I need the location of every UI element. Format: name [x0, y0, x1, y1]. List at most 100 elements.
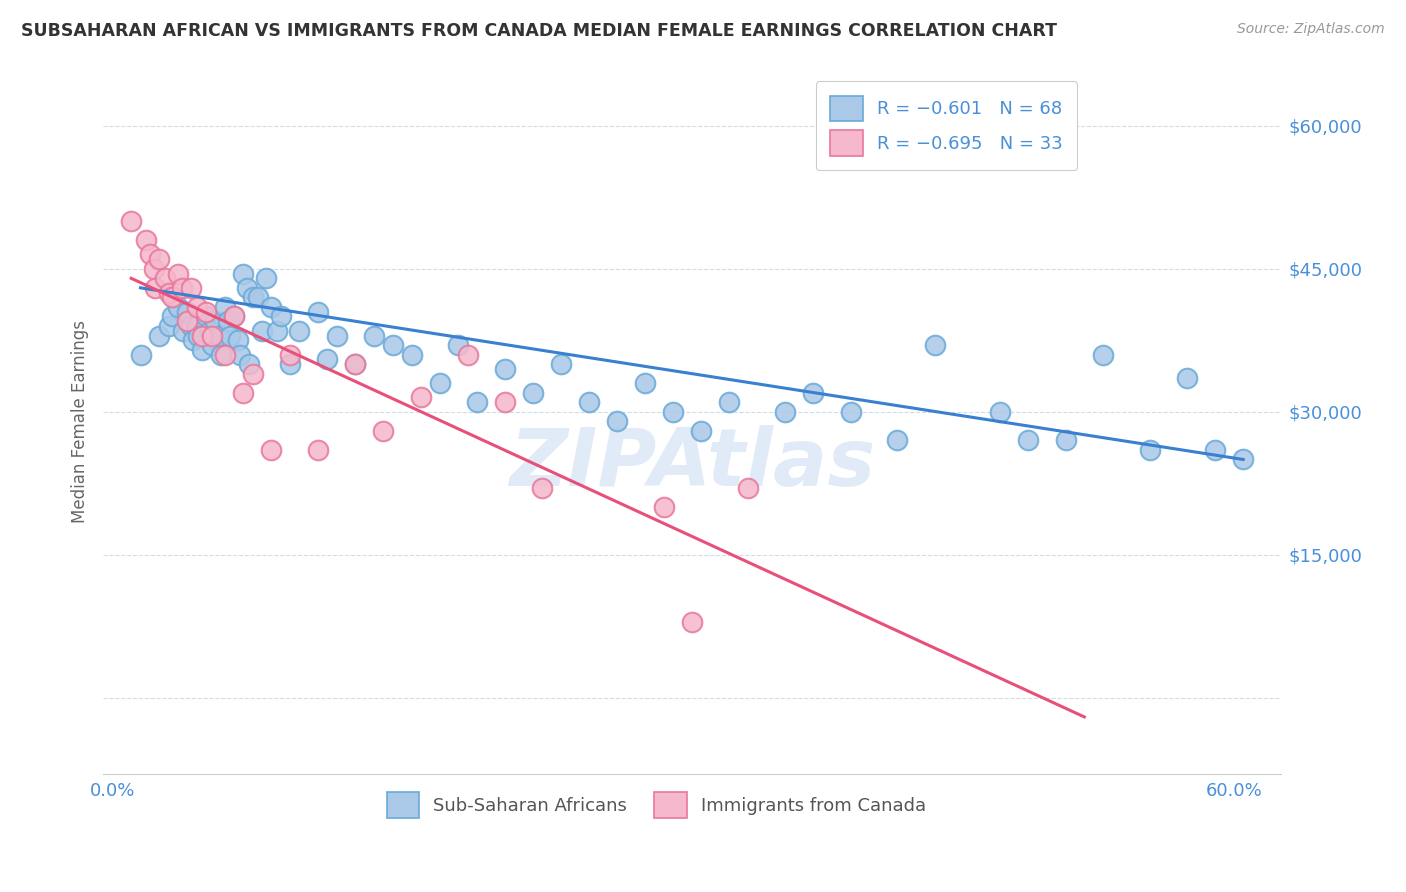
Point — [988, 405, 1011, 419]
Point — [167, 267, 190, 281]
Point — [266, 324, 288, 338]
Point — [209, 348, 232, 362]
Point — [186, 318, 208, 333]
Point — [129, 348, 152, 362]
Point — [662, 405, 685, 419]
Point — [801, 385, 824, 400]
Point — [634, 376, 657, 391]
Point — [373, 424, 395, 438]
Point — [1204, 442, 1226, 457]
Point — [278, 348, 301, 362]
Point — [381, 338, 404, 352]
Point — [401, 348, 423, 362]
Point — [187, 328, 209, 343]
Point — [145, 281, 167, 295]
Point — [737, 481, 759, 495]
Point — [186, 300, 208, 314]
Point — [247, 290, 270, 304]
Point — [1232, 452, 1254, 467]
Point — [924, 338, 946, 352]
Point — [157, 285, 180, 300]
Point — [531, 481, 554, 495]
Point — [307, 304, 329, 318]
Point — [214, 300, 236, 314]
Point — [886, 434, 908, 448]
Legend: Sub-Saharan Africans, Immigrants from Canada: Sub-Saharan Africans, Immigrants from Ca… — [380, 785, 934, 825]
Point — [465, 395, 488, 409]
Point — [200, 338, 222, 352]
Point — [578, 395, 600, 409]
Point — [447, 338, 470, 352]
Point — [1091, 348, 1114, 362]
Point — [226, 333, 249, 347]
Point — [1017, 434, 1039, 448]
Point — [839, 405, 862, 419]
Point — [690, 424, 713, 438]
Text: ZIPAtlas: ZIPAtlas — [509, 425, 875, 503]
Point — [242, 367, 264, 381]
Point — [307, 442, 329, 457]
Point — [652, 500, 675, 515]
Point — [167, 300, 190, 314]
Point — [142, 261, 165, 276]
Point — [219, 328, 242, 343]
Point — [1175, 371, 1198, 385]
Point — [157, 318, 180, 333]
Point — [270, 310, 292, 324]
Point — [457, 348, 479, 362]
Point — [176, 304, 198, 318]
Y-axis label: Median Female Earnings: Median Female Earnings — [72, 320, 89, 523]
Point — [217, 314, 239, 328]
Point — [242, 290, 264, 304]
Point — [120, 214, 142, 228]
Point — [208, 328, 231, 343]
Point — [238, 357, 260, 371]
Point — [228, 348, 250, 362]
Point — [550, 357, 572, 371]
Point — [222, 310, 245, 324]
Point — [170, 281, 193, 295]
Point — [148, 328, 170, 343]
Point — [363, 328, 385, 343]
Point — [135, 233, 157, 247]
Point — [250, 324, 273, 338]
Point — [344, 357, 367, 371]
Point — [494, 362, 516, 376]
Text: Source: ZipAtlas.com: Source: ZipAtlas.com — [1237, 22, 1385, 37]
Point — [173, 324, 195, 338]
Point — [162, 290, 184, 304]
Point — [200, 328, 222, 343]
Point — [522, 385, 544, 400]
Point — [775, 405, 797, 419]
Point — [316, 352, 339, 367]
Point — [288, 324, 311, 338]
Point — [409, 391, 432, 405]
Point — [148, 252, 170, 267]
Point — [232, 385, 254, 400]
Point — [326, 328, 349, 343]
Point — [681, 615, 703, 629]
Point — [222, 310, 245, 324]
Point — [344, 357, 367, 371]
Point — [1139, 442, 1161, 457]
Point — [139, 247, 162, 261]
Point — [214, 348, 236, 362]
Point — [236, 281, 259, 295]
Point — [162, 310, 184, 324]
Text: SUBSAHARAN AFRICAN VS IMMIGRANTS FROM CANADA MEDIAN FEMALE EARNINGS CORRELATION : SUBSAHARAN AFRICAN VS IMMIGRANTS FROM CA… — [21, 22, 1057, 40]
Point — [204, 314, 226, 328]
Point — [429, 376, 451, 391]
Point — [606, 414, 628, 428]
Point — [180, 318, 202, 333]
Point — [198, 324, 221, 338]
Point — [176, 314, 198, 328]
Point — [494, 395, 516, 409]
Point — [194, 310, 217, 324]
Point — [153, 271, 176, 285]
Point — [718, 395, 741, 409]
Point — [278, 357, 301, 371]
Point — [191, 343, 214, 357]
Point — [232, 267, 254, 281]
Point — [181, 333, 204, 347]
Point — [180, 281, 202, 295]
